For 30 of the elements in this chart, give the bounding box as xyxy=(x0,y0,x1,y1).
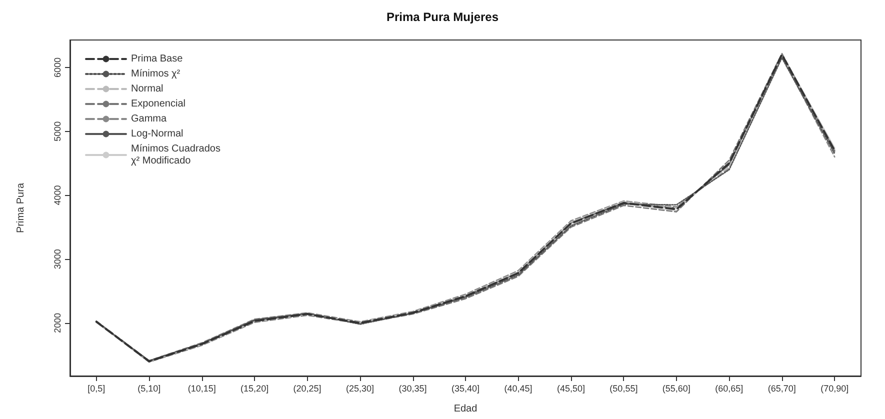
y-axis-title: Prima Pura xyxy=(16,182,26,234)
x-tick-label: (45,50] xyxy=(556,384,585,394)
y-tick-label: 2000 xyxy=(52,312,62,333)
legend-label: Exponencial xyxy=(131,98,186,110)
y-tick-label: 6000 xyxy=(52,57,62,78)
legend-label: Normal xyxy=(131,84,164,94)
legend-label: Mínimos χ² xyxy=(131,68,181,80)
x-tick-label: (5,10] xyxy=(138,384,161,394)
x-tick-label: (30,35] xyxy=(398,384,427,394)
y-tick-label: 5000 xyxy=(52,121,62,142)
y-tick-label: 4000 xyxy=(52,185,62,206)
x-tick-label: [0,5] xyxy=(88,384,106,394)
x-tick-label: (50,55] xyxy=(610,384,638,394)
x-tick-label: (70,90] xyxy=(820,384,849,394)
legend-label: Mínimos Cuadrados χ² Modificado xyxy=(131,144,220,166)
x-tick-label: (35,40] xyxy=(451,384,480,394)
x-tick-label: (55,60] xyxy=(662,384,690,394)
legend-label: Log-Normal xyxy=(131,128,184,140)
chart-title: Prima Pura Mujeres xyxy=(386,10,499,24)
x-tick-label: (20,25] xyxy=(293,384,322,394)
x-tick-label: (15,20] xyxy=(240,384,269,394)
legend-label: Prima Base xyxy=(131,54,184,64)
y-tick-label: 3000 xyxy=(52,249,62,270)
x-tick-label: (60,65] xyxy=(715,384,744,394)
x-tick-label: (25,30] xyxy=(346,384,374,394)
legend-label: Gamma xyxy=(131,114,167,124)
x-tick-label: (65,70] xyxy=(768,384,796,394)
x-tick-label: (40,45] xyxy=(504,384,532,394)
x-tick-label: (10,15] xyxy=(188,384,216,394)
x-axis-title: Edad xyxy=(454,404,478,414)
